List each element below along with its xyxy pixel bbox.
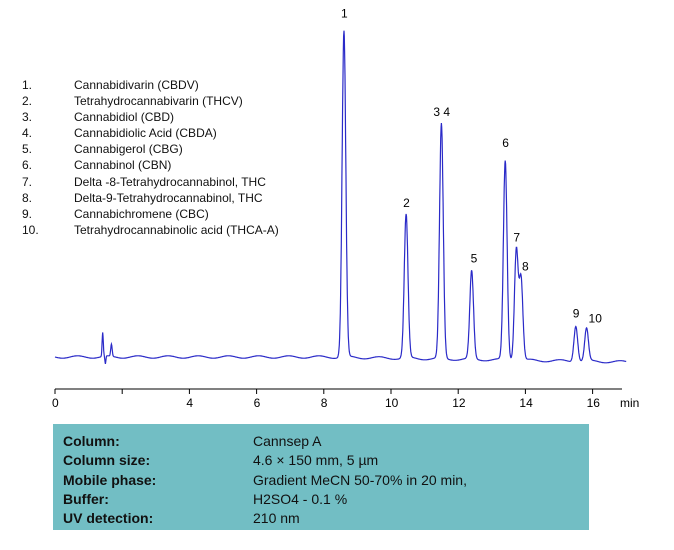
legend-number: 4. [22,126,33,141]
legend-compound: Cannabigerol (CBG) [74,142,183,157]
x-tick-label: 0 [52,396,59,410]
legend-number: 7. [22,174,33,189]
x-tick-label: 12 [452,396,466,410]
condition-label: Column size: [63,452,151,469]
legend-compound: Tetrahydrocannabinolic acid (THCA-A) [74,222,279,237]
condition-value: H2SO4 - 0.1 % [253,490,348,507]
legend-item: 1. Cannabidivarin (CBDV) [22,77,279,93]
chromatogram-trace [54,30,627,365]
condition-value: 210 nm [253,510,300,527]
legend-compound: Tetrahydrocannabivarin (THCV) [74,94,243,109]
peak-label: 3 4 [433,105,450,119]
compound-legend: 1. Cannabidivarin (CBDV) 2. Tetrahydrocann… [22,77,279,238]
x-axis-unit: min [620,396,639,410]
peak-label: 1 [341,6,348,20]
condition-label: UV detection: [63,510,154,527]
x-tick-label: 10 [385,396,399,410]
legend-number: 5. [22,142,33,157]
peak-label: 2 [403,196,410,210]
peak-label: 7 [513,230,520,244]
peak-labels: 1 2 3 4 5 6 7 8 9 10 [341,6,602,325]
condition-label: Mobile phase: [63,471,157,488]
condition-row: Column: Cannsep A [63,432,589,451]
legend-number: 6. [22,158,33,173]
legend-number: 3. [22,110,33,125]
condition-label: Buffer: [63,490,109,507]
legend-number: 1. [22,78,33,92]
legend-compound: Cannabidivarin (CBDV) [74,78,199,92]
legend-compound: Cannabidiolic Acid (CBDA) [74,126,217,141]
legend-item: 7. Delta -8-Tetrahydrocannabinol, THC [22,174,279,190]
peak-label: 9 [573,306,580,320]
condition-value: Gradient MeCN 50-70% in 20 min, [253,471,467,488]
x-tick-label: 8 [321,396,328,410]
x-tick-label: 4 [186,396,193,410]
legend-compound: Cannabidiol (CBD) [74,110,175,125]
legend-compound: Cannabichromene (CBC) [74,206,209,221]
legend-compound: Delta -8-Tetrahydrocannabinol, THC [74,174,266,189]
legend-item: 3. Cannabidiol (CBD) [22,109,279,125]
legend-compound: Delta-9-Tetrahydrocannabinol, THC [74,190,263,205]
legend-item: 2. Tetrahydrocannabivarin (THCV) [22,93,279,109]
condition-value: Cannsep A [253,433,322,449]
x-tick-label: 16 [587,396,601,410]
legend-number: 10. [22,222,39,237]
x-axis: 0 4 6 8 10 12 14 16 min [52,388,639,410]
condition-value: 4.6 × 150 mm, 5 µm [253,452,379,469]
legend-number: 8. [22,190,33,205]
x-tick-label: 6 [254,396,261,410]
legend-item: 5. Cannabigerol (CBG) [22,141,279,157]
legend-number: 9. [22,206,33,221]
condition-row: Mobile phase: Gradient MeCN 50-70% in 20 … [63,471,589,490]
peak-label: 10 [589,312,603,326]
method-conditions-box: Column: Cannsep A Column size: 4.6 × 150 m… [53,424,589,530]
peak-label: 6 [502,136,509,150]
legend-number: 2. [22,94,33,109]
legend-compound: Cannabinol (CBN) [74,158,172,173]
condition-row: Column size: 4.6 × 150 mm, 5 µm [63,451,589,470]
legend-item: 6. Cannabinol (CBN) [22,157,279,173]
condition-label: Column: [63,433,120,449]
peak-label: 8 [522,260,529,274]
legend-item: 10. Tetrahydrocannabinolic acid (THCA-A) [22,222,279,238]
legend-item: 8. Delta-9-Tetrahydrocannabinol, THC [22,190,279,206]
peak-label: 5 [471,251,478,265]
condition-row: UV detection: 210 nm [63,509,589,528]
condition-row: Buffer: H2SO4 - 0.1 % [63,490,589,509]
legend-item: 9. Cannabichromene (CBC) [22,206,279,222]
legend-item: 4. Cannabidiolic Acid (CBDA) [22,125,279,141]
x-tick-label: 14 [519,396,533,410]
